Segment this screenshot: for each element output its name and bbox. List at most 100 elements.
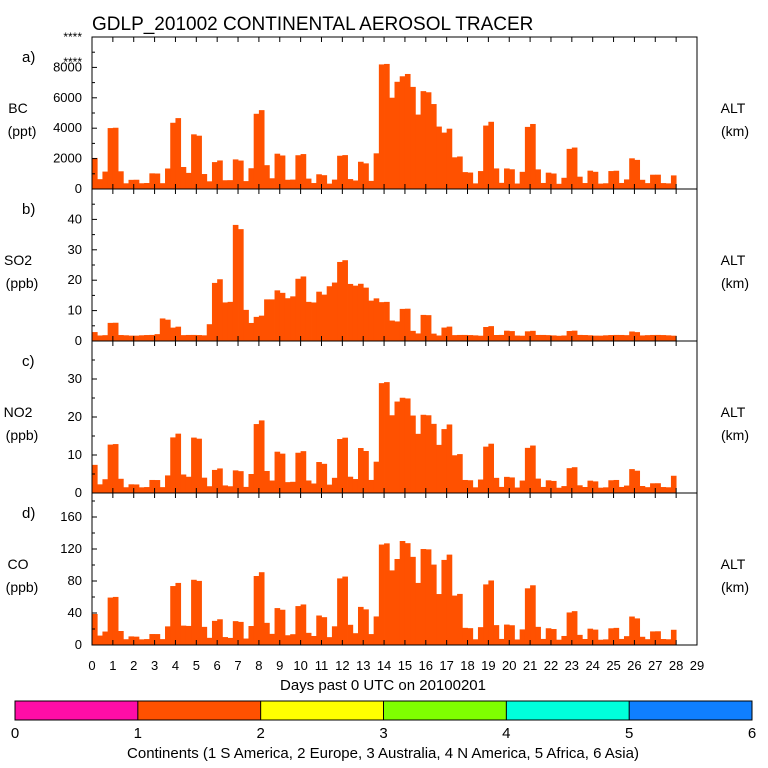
bar-no2 xyxy=(472,487,479,493)
bar-co xyxy=(483,584,489,645)
bar-no2 xyxy=(540,486,547,493)
bar-bc xyxy=(227,180,234,189)
bar-bc xyxy=(498,182,505,189)
y-tick-label: 10 xyxy=(68,447,82,462)
bar-so2 xyxy=(592,335,599,341)
bar-bc xyxy=(410,86,416,189)
bar-so2 xyxy=(441,327,448,341)
bar-co xyxy=(394,558,401,645)
bar-no2 xyxy=(545,480,552,493)
bar-co xyxy=(138,639,145,645)
bar-co xyxy=(123,639,129,645)
bar-co xyxy=(311,635,317,645)
bar-bc xyxy=(571,147,578,189)
bar-no2 xyxy=(165,475,171,493)
bar-so2 xyxy=(342,260,348,341)
bar-no2 xyxy=(243,486,249,493)
bar-bc xyxy=(457,156,463,189)
bar-so2 xyxy=(258,315,265,341)
units-label: (ppb) xyxy=(6,275,39,291)
bar-so2 xyxy=(535,334,541,341)
bar-bc xyxy=(342,155,348,189)
y-tick-label: 160 xyxy=(60,509,82,524)
bar-bc xyxy=(582,183,588,189)
bar-bc xyxy=(217,160,223,189)
bar-bc xyxy=(592,171,599,189)
bar-bc xyxy=(274,153,281,189)
bar-bc xyxy=(284,179,291,189)
bar-co xyxy=(191,579,197,645)
bar-co xyxy=(217,619,223,645)
x-tick-label: 0 xyxy=(88,658,95,673)
bar-bc xyxy=(258,110,265,189)
bar-bc xyxy=(639,179,646,189)
bar-no2 xyxy=(519,480,526,493)
bar-bc xyxy=(118,171,124,189)
bar-bc xyxy=(97,179,103,189)
bar-so2 xyxy=(264,299,270,341)
bar-bc xyxy=(446,128,453,189)
bar-co xyxy=(128,636,135,645)
bar-so2 xyxy=(545,335,552,341)
bar-so2 xyxy=(337,261,343,341)
bar-bc xyxy=(180,166,187,189)
bar-co xyxy=(550,629,557,645)
bar-bc xyxy=(253,113,260,189)
bar-bc xyxy=(493,168,500,189)
bar-so2 xyxy=(284,298,291,341)
bar-no2 xyxy=(550,480,557,493)
bar-no2 xyxy=(326,484,333,493)
bar-no2 xyxy=(566,468,573,493)
alt-label: ALT xyxy=(721,252,746,268)
x-tick-label: 3 xyxy=(151,658,158,673)
bar-so2 xyxy=(629,331,635,341)
bar-bc xyxy=(504,168,510,189)
bar-bc xyxy=(436,126,442,189)
bar-co xyxy=(389,570,395,645)
bar-so2 xyxy=(170,327,176,341)
x-tick-label: 24 xyxy=(585,658,599,673)
bar-co xyxy=(535,626,541,645)
bar-bc xyxy=(634,159,641,189)
colorbar-segment xyxy=(629,701,752,720)
plot-frame xyxy=(91,492,698,646)
bar-no2 xyxy=(436,444,442,493)
bar-co xyxy=(420,549,427,645)
bar-co xyxy=(118,631,124,645)
bar-no2 xyxy=(269,480,275,493)
bar-no2 xyxy=(321,463,328,493)
bar-so2 xyxy=(650,334,656,341)
bar-no2 xyxy=(603,487,609,493)
bar-so2 xyxy=(175,326,182,341)
bar-co xyxy=(425,549,432,645)
bar-bc xyxy=(384,63,390,189)
y-tick-label: 30 xyxy=(68,242,82,257)
bar-no2 xyxy=(670,475,677,493)
bar-co xyxy=(196,580,202,645)
bar-so2 xyxy=(154,334,161,341)
bar-bc xyxy=(472,183,479,189)
bar-so2 xyxy=(128,335,135,341)
bar-no2 xyxy=(258,420,265,493)
bar-no2 xyxy=(384,382,390,493)
bar-co xyxy=(316,615,322,645)
bar-co xyxy=(243,638,249,645)
bar-no2 xyxy=(149,479,155,493)
bar-no2 xyxy=(206,486,213,493)
bar-so2 xyxy=(431,333,437,341)
bar-so2 xyxy=(243,309,249,341)
bar-co xyxy=(321,617,328,645)
y-tick-label: 6000 xyxy=(53,90,82,105)
bar-co xyxy=(149,634,155,645)
bar-so2 xyxy=(577,334,583,341)
bar-co xyxy=(644,639,651,645)
bar-bc xyxy=(399,76,406,189)
bar-co xyxy=(404,543,411,645)
bar-co xyxy=(399,541,406,645)
bar-co xyxy=(159,639,166,645)
y-tick-label: 2000 xyxy=(53,151,82,166)
bar-so2 xyxy=(133,335,140,341)
species-label: SO2 xyxy=(4,252,32,268)
bar-no2 xyxy=(154,480,161,493)
bar-bc xyxy=(165,168,171,189)
